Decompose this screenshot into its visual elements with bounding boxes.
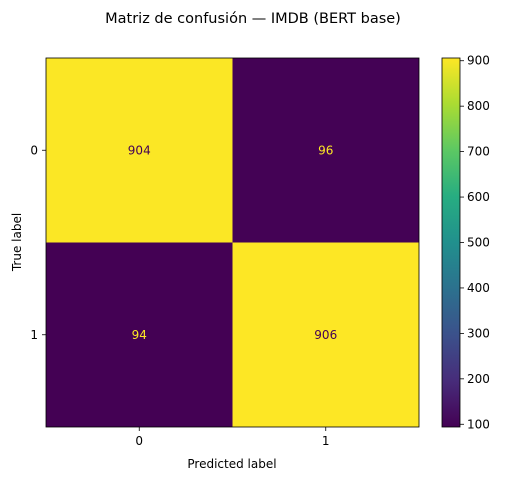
x-tick-label: 1 <box>322 434 330 448</box>
x-axis-label: Predicted label <box>187 457 276 471</box>
y-tick-label: 1 <box>30 328 38 342</box>
heatmap-cell-1-1 <box>232 242 419 427</box>
plot-frame <box>45 57 420 428</box>
colorbar-tick-label: 600 <box>467 190 490 204</box>
x-tick-label: 0 <box>135 434 143 448</box>
colorbar-tick-label: 800 <box>467 99 490 113</box>
heatmap-cell-0-1 <box>232 58 419 243</box>
y-axis-ticks: 01 <box>30 143 46 342</box>
colorbar-tick-label: 900 <box>467 54 490 68</box>
colorbar-tick-label: 100 <box>467 417 490 431</box>
heatmap-cell-labels: 904 96 94 906 <box>128 143 337 342</box>
y-tick-label: 0 <box>30 143 38 157</box>
chart-title: Matriz de confusión — IMDB (BERT base) <box>105 11 401 27</box>
cell-value-label: 906 <box>314 328 337 342</box>
colorbar-tick-label: 500 <box>467 236 490 250</box>
colorbar-ticks: 100 200 300 400 500 600 700 800 900 <box>460 54 490 431</box>
heatmap-cell-1-0 <box>46 242 233 427</box>
cell-value-label: 94 <box>132 328 147 342</box>
colorbar-tick-label: 400 <box>467 281 490 295</box>
colorbar-tick-label: 300 <box>467 326 490 340</box>
colorbar-tick-label: 700 <box>467 145 490 159</box>
y-axis-label: True label <box>10 213 24 272</box>
cell-value-label: 96 <box>318 143 333 157</box>
cell-value-label: 904 <box>128 143 151 157</box>
colorbar <box>441 57 461 428</box>
heatmap-cell-0-0 <box>46 58 233 243</box>
heatmap-cells <box>46 58 419 427</box>
colorbar-tick-label: 200 <box>467 372 490 386</box>
